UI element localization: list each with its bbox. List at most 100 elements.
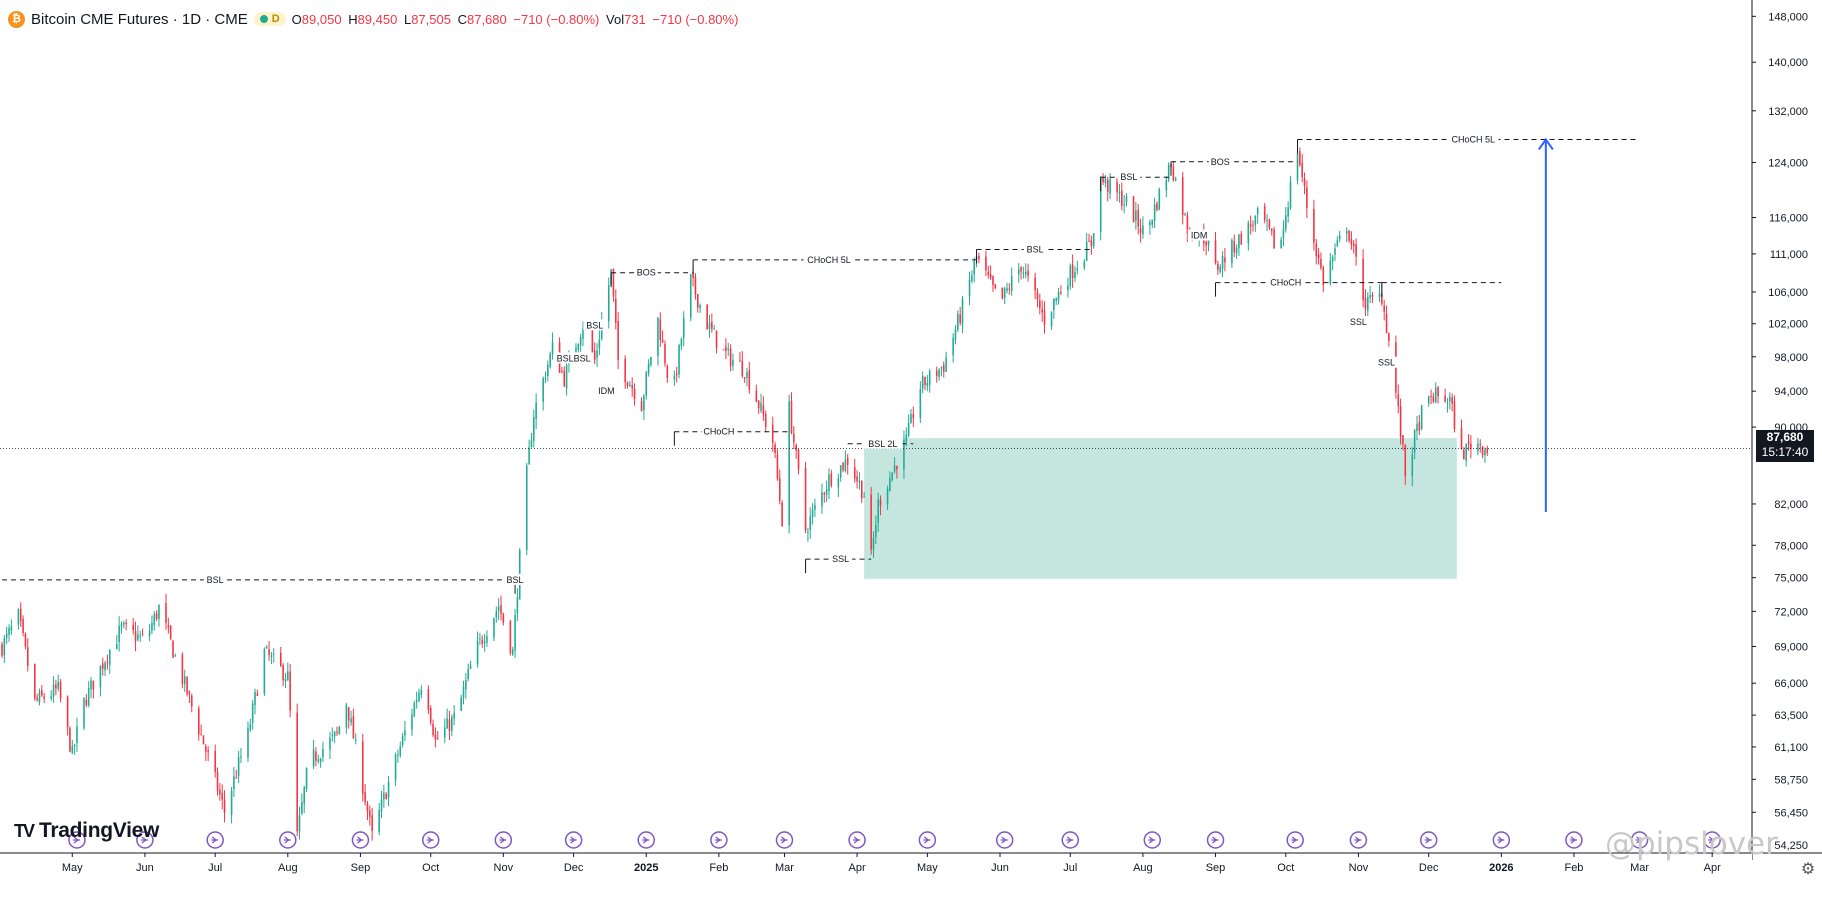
candle-body [1165, 180, 1168, 191]
candle-body [106, 661, 109, 663]
open-label: O [291, 11, 302, 27]
candle-body [1430, 396, 1432, 398]
candle-body [434, 734, 437, 740]
candle-body [879, 499, 882, 506]
candle-body [1437, 387, 1439, 397]
candle-body [1158, 189, 1161, 210]
structure-label-bg [1347, 316, 1370, 328]
candle-body [575, 347, 577, 357]
structure-label-bg [503, 573, 527, 585]
candle-body [1266, 220, 1268, 222]
candle-body [722, 349, 725, 351]
structure-label: BSL [1027, 244, 1044, 254]
structure-label: BSL [586, 320, 603, 330]
candle-body [214, 751, 216, 772]
candle-body [746, 372, 748, 378]
bitcoin-icon: ₿ [8, 10, 25, 28]
candle-body [771, 424, 774, 443]
low-label: L [403, 11, 412, 27]
structure-label: CHoCH 5L [807, 255, 851, 265]
candle-body [551, 342, 554, 355]
candle-body [875, 524, 877, 538]
candle-body [877, 499, 879, 524]
candle-body [158, 605, 160, 620]
time-axis-label: Oct [1277, 862, 1294, 874]
candle-body [989, 274, 992, 278]
candle-body [732, 359, 734, 366]
chart-settings-gear-icon[interactable]: ⚙ [1800, 861, 1816, 878]
candle-body [886, 488, 889, 505]
candle-body [1477, 443, 1479, 452]
candle-body [378, 810, 380, 833]
candle-body [369, 810, 371, 817]
candle-body [547, 364, 549, 376]
candle-body [1055, 297, 1058, 301]
structure-label: BSL [207, 575, 224, 585]
candle-body [666, 365, 669, 378]
candle-body [1287, 207, 1289, 217]
candle-body [1402, 435, 1404, 445]
candle-body [188, 691, 191, 694]
candle-body [525, 465, 528, 550]
symbol-title[interactable]: Bitcoin CME Futures · 1D · CME [31, 10, 248, 28]
candle-body [22, 619, 24, 634]
candle-body [1381, 293, 1383, 304]
volume-value: 731 [624, 11, 646, 27]
candle-body [755, 390, 758, 402]
candle-body [467, 669, 469, 680]
candle-body [338, 726, 341, 735]
time-axis-label: Nov [494, 862, 514, 874]
price-axis-label: 72,000 [1774, 606, 1808, 618]
candle-body [516, 597, 519, 614]
last-price: 87,680 [1766, 430, 1804, 444]
candle-body [872, 537, 875, 550]
candle-body [1388, 333, 1390, 341]
candle-body [1280, 239, 1282, 249]
candle-body [383, 792, 385, 800]
candle-body [596, 350, 598, 358]
candle-body [345, 704, 348, 728]
candle-body [696, 294, 699, 308]
volume-change: −710 (−0.80%) [652, 11, 739, 27]
candle-body [1017, 269, 1020, 275]
candle-body [790, 400, 793, 433]
candle-body [366, 803, 369, 812]
time-axis-label: Jun [991, 862, 1009, 874]
candle-body [8, 628, 10, 635]
candle-body [961, 298, 964, 325]
market-status-badge[interactable]: D [253, 12, 286, 26]
candle-body [1413, 430, 1416, 453]
candle-body [1020, 267, 1022, 272]
candle-body [57, 681, 60, 689]
candle-body [582, 328, 584, 339]
candle-body [893, 465, 896, 472]
candle-body [968, 279, 971, 297]
candle-body [891, 472, 894, 480]
candle-body [181, 654, 184, 684]
candle-body [1460, 427, 1463, 450]
candle-body [814, 504, 816, 510]
candle-body [811, 509, 814, 518]
candle-body [453, 712, 455, 719]
time-axis-label: Sep [1206, 862, 1226, 874]
tradingview-logo[interactable]: TV TradingView [14, 819, 159, 843]
candle-body [938, 369, 940, 377]
candle-body [1362, 258, 1364, 301]
candle-body [3, 638, 6, 656]
candle-body [263, 649, 266, 694]
candle-body [903, 439, 905, 470]
candle-body [1306, 187, 1308, 209]
candle-body [924, 376, 926, 386]
price-axis-label: 111,000 [1770, 249, 1808, 261]
candle-body [1083, 261, 1086, 268]
candle-body [502, 613, 505, 623]
candle-body [10, 625, 13, 631]
candle-body [1273, 229, 1275, 249]
time-axis-label: Oct [422, 862, 439, 874]
candle-body [1149, 222, 1151, 226]
candle-body [315, 751, 317, 761]
candle-body [1224, 257, 1226, 263]
candle-body [1121, 190, 1123, 207]
